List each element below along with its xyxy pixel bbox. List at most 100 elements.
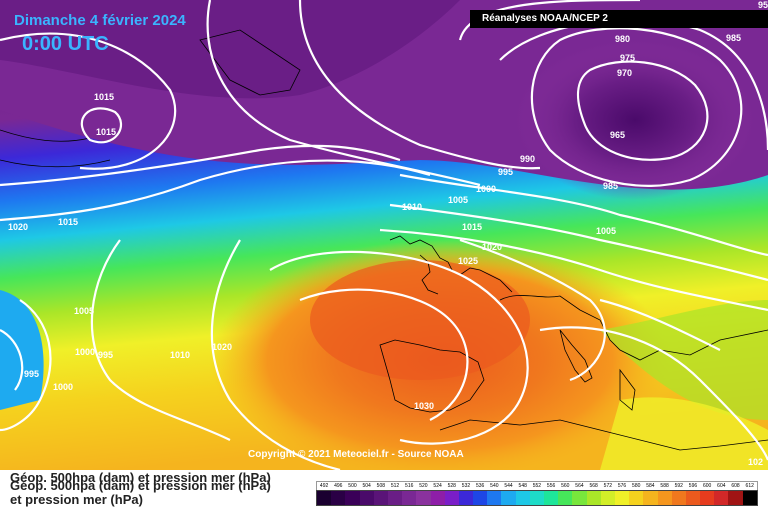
scale-swatch [742, 491, 757, 505]
scale-swatch [331, 491, 346, 505]
scale-swatch [600, 491, 615, 505]
scale-value: 504 [362, 483, 371, 489]
scale-swatch [345, 491, 360, 505]
scale-swatch [444, 491, 459, 505]
isobar-label: 1030 [414, 401, 434, 411]
isobar-label: 1025 [458, 256, 478, 266]
scale-swatch [529, 491, 544, 505]
scale-swatch [430, 491, 445, 505]
scale-value: 516 [405, 483, 414, 489]
map-time: 0:00 UTC [22, 33, 109, 55]
scale-value: 556 [546, 483, 556, 489]
legend-title-overlap: Géop. 500hpa (dam) et pression mer (hPa) [10, 478, 271, 493]
isobar-label: 1020 [482, 242, 502, 252]
scale-value: 540 [490, 483, 499, 489]
isobar-labels: 1015 1015 1020 1015 1005 1000 995 995 10… [8, 0, 768, 467]
isobar-label: 1015 [94, 92, 114, 102]
isobar-label: 1010 [170, 350, 190, 360]
isobar-label: 970 [617, 68, 632, 78]
scale-swatch [558, 491, 573, 505]
scale-value: 500 [348, 483, 357, 489]
scale-value: 568 [589, 483, 598, 489]
scale-value: 552 [532, 483, 542, 489]
scale-value: 492 [319, 483, 329, 489]
scale-swatch [317, 491, 332, 505]
isobar-label: 102 [748, 457, 763, 467]
scale-swatch [700, 491, 715, 505]
isobar-label: 1005 [448, 195, 468, 205]
scale-swatch [416, 491, 431, 505]
scale-swatch [473, 491, 488, 505]
scale-swatch [643, 491, 658, 505]
scale-swatch [373, 491, 388, 505]
coastlines [0, 29, 768, 451]
isobar-label: 995 [24, 369, 39, 379]
isobar-label: 1000 [53, 382, 73, 392]
legend-subtitle: et pression mer (hPa) [10, 492, 143, 507]
map-date: Dimanche 4 février 2024 [14, 12, 186, 29]
isobar-label: 1015 [462, 222, 482, 232]
isobar-label: 1000 [75, 347, 95, 357]
scale-value: 512 [390, 483, 400, 489]
scale-swatch [671, 491, 686, 505]
scale-swatch [728, 491, 743, 505]
isobar-label: 990 [520, 154, 535, 164]
scale-swatch [629, 491, 644, 505]
scale-value: 592 [674, 483, 683, 489]
isobar-lines [0, 0, 768, 470]
isobar-label: 1015 [58, 217, 78, 227]
scale-value: 508 [376, 483, 386, 489]
scale-swatch [685, 491, 701, 505]
isobar-label: 1005 [596, 226, 616, 236]
scale-value: 604 [717, 483, 726, 489]
scale-value: 608 [731, 483, 740, 489]
legend-title: Géop. 500hpa (dam) et pression mer (hPa) [10, 470, 271, 485]
scale-swatch [501, 491, 516, 505]
scale-value: 520 [419, 483, 428, 489]
isobar-label: 995 [98, 350, 113, 360]
scale-value: 576 [617, 483, 627, 489]
source-banner: Réanalyses NOAA/NCEP 2 [470, 10, 768, 28]
scale-swatch [487, 491, 502, 505]
isobar-label: 980 [615, 34, 630, 44]
color-scale-bar [316, 490, 758, 506]
scale-swatch [714, 491, 729, 505]
isobar-label: 985 [603, 181, 618, 191]
isobar-label: 1020 [212, 342, 232, 352]
scale-value: 496 [334, 483, 343, 489]
isobar-label: 1005 [74, 306, 94, 316]
scale-swatch [387, 491, 403, 505]
isobar-label: 1000 [476, 184, 496, 194]
isobar-label: 1015 [96, 127, 116, 137]
scale-value: 528 [447, 483, 456, 489]
scale-swatch [614, 491, 630, 505]
scale-value: 524 [433, 483, 442, 489]
isobar-label: 1010 [402, 202, 422, 212]
scale-value: 532 [461, 483, 471, 489]
isobar-label: 975 [620, 53, 635, 63]
scale-value: 612 [745, 483, 754, 489]
scale-value: 560 [561, 483, 570, 489]
scale-swatch [515, 491, 530, 505]
isobar-label: 1020 [8, 222, 28, 232]
isobar-label: 995 [498, 167, 513, 177]
scale-value: 588 [660, 483, 669, 489]
scale-value: 544 [504, 483, 513, 489]
scale-value: 536 [475, 483, 485, 489]
scale-value: 600 [702, 483, 712, 489]
isobar-label: 985 [726, 33, 741, 43]
copyright-notice: Copyright © 2021 Meteociel.fr - Source N… [248, 449, 464, 460]
scale-value: 580 [632, 483, 641, 489]
scale-swatch [586, 491, 601, 505]
scale-swatch [458, 491, 474, 505]
geopotential-map: 1015 1015 1020 1015 1005 1000 995 995 10… [0, 0, 768, 470]
scale-swatch [572, 491, 587, 505]
scale-swatch [544, 491, 559, 505]
scale-swatch [402, 491, 417, 505]
scale-value: 572 [603, 483, 613, 489]
isobar-label: 965 [610, 130, 625, 140]
scale-swatch [657, 491, 672, 505]
scale-swatch [359, 491, 374, 505]
scale-value: 596 [688, 483, 698, 489]
